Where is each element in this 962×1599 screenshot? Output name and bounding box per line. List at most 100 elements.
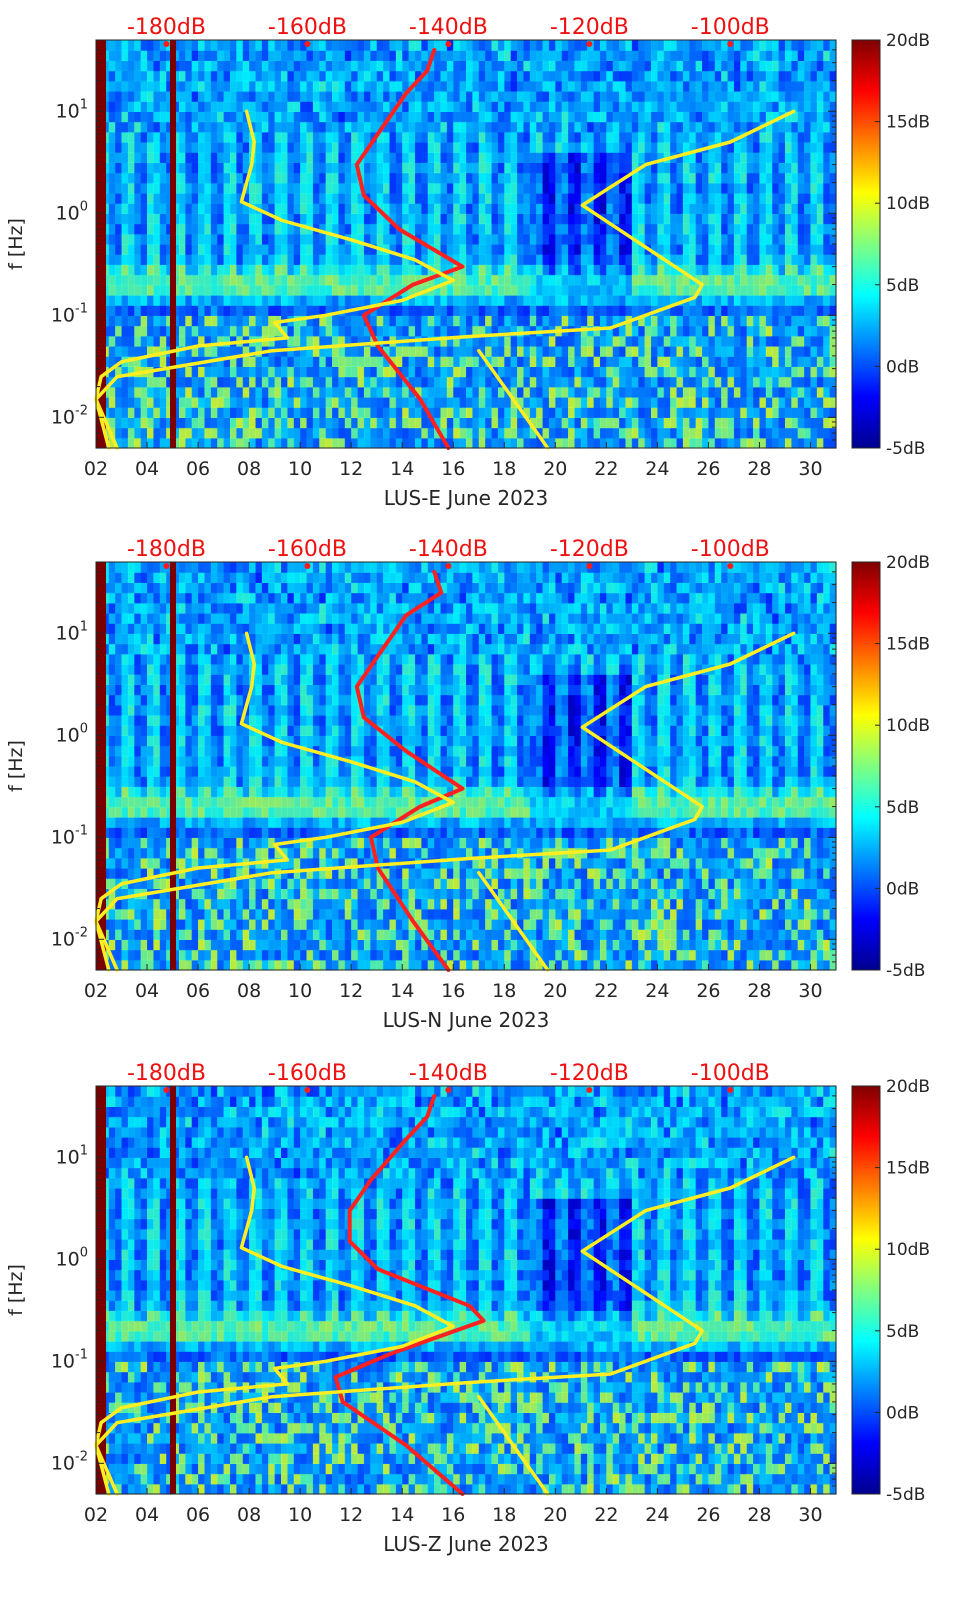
spectrogram-cell [293,131,301,143]
spectrogram-cell [115,203,123,214]
spectrogram-cell [810,172,818,184]
spectrogram-cell [574,80,582,92]
spectrogram-cell [344,70,352,82]
spectrogram-cell [568,172,576,184]
spectrogram-cell [791,386,799,398]
spectrogram-cell [791,264,799,276]
spectrogram-cell [804,386,812,398]
spectrogram-cell [816,60,824,72]
spectrogram-cell [198,142,206,153]
spectrogram-cell [810,427,818,439]
spectrogram-cell [612,182,620,194]
spectrogram-cell [682,203,690,214]
spectrogram-cell [198,111,206,123]
spectrogram-cell [682,305,690,316]
spectrogram-cell [702,121,710,133]
spectrogram-cell [147,172,155,184]
spectrogram-cell [127,244,135,255]
spectrogram-cell [823,60,831,72]
spectrogram-cell [115,193,123,204]
spectrogram-cell [740,295,748,306]
spectrogram-cell [644,182,652,194]
spectrogram-cell [427,121,435,133]
spectrogram-cell [542,91,550,102]
spectrogram-cell [453,111,461,123]
spectrogram-cell [791,50,799,61]
spectrogram-cell [395,60,403,72]
spectrogram-cell [185,131,193,143]
spectrogram-cell [714,295,722,306]
spectrogram-cell [395,50,403,61]
spectrogram-cell [606,121,614,133]
spectrogram-cell [510,162,518,174]
spectrogram-cell [714,40,722,51]
spectrogram-cell [631,172,639,184]
spectrogram-cell [217,111,225,123]
spectrogram-cell [300,233,308,245]
spectrogram-cell [702,50,710,61]
spectrogram-cell [727,193,735,204]
spectrogram-cell [402,172,410,184]
spectrogram-cell [115,755,123,767]
spectrogram-cell [178,417,186,429]
spectrogram-cell [740,437,748,449]
spectrogram-cell [166,356,174,367]
spectrogram-cell [223,346,231,357]
spectrogram-cell [287,131,295,143]
spectrogram-cell [536,305,544,316]
spectrogram-cell [440,131,448,143]
spectrogram-cell [300,386,308,398]
spectrogram-cell [466,274,473,286]
spectrogram-cell [134,274,142,286]
spectrogram-cell [153,386,161,398]
spectrogram-cell [312,335,320,347]
spectrogram-cell [580,142,588,153]
spectrogram-cell [255,254,263,265]
spectrogram-cell [791,366,799,378]
spectrogram-cell [612,213,620,225]
spectrogram-cell [363,203,371,214]
spectrogram-cell [733,325,741,337]
spectrogram-cell [204,254,212,265]
spectrogram-cell [255,325,263,337]
spectrogram-cell [147,60,155,72]
spectrogram-cell [772,356,780,367]
spectrogram-cell [453,325,461,337]
spectrogram-cell [740,386,748,398]
spectrogram-cell [638,325,646,337]
spectrogram-cell [223,437,231,449]
spectrogram-cell [370,50,378,61]
spectrogram-cell [631,295,639,306]
spectrogram-cell [351,91,359,102]
spectrogram-cell [363,376,371,388]
spectrogram-cell [395,70,403,82]
spectrogram-cell [261,60,269,72]
spectrogram-cell [753,101,761,112]
spectrogram-cell [708,295,716,306]
spectrogram-cell [293,295,301,306]
spectrogram-cell [606,346,614,357]
spectrogram-cell [127,898,135,910]
spectrogram-cell [172,121,180,133]
spectrogram-cell [261,233,269,245]
spectrogram-cell [625,172,633,184]
spectrogram-cell [466,335,473,347]
spectrogram-cell [159,407,167,418]
spectrogram-cell [325,91,333,102]
spectrogram-cell [325,437,333,449]
spectrogram-cell [644,305,652,316]
spectrogram-cell [357,80,365,92]
spectrogram-cell [395,284,403,296]
spectrogram-cell [191,111,199,123]
spectrogram-cell [312,193,320,204]
spectrogram-cell [325,427,333,439]
spectrogram-cell [714,60,722,72]
spectrogram-cell [249,346,257,357]
spectrogram-cell [670,254,678,265]
spectrogram-cell [466,233,473,245]
spectrogram-cell [210,386,218,398]
spectrogram-cell [287,111,295,123]
spectrogram-cell [121,908,129,920]
spectrogram-cell [325,315,333,327]
spectrogram-cell [108,694,116,706]
